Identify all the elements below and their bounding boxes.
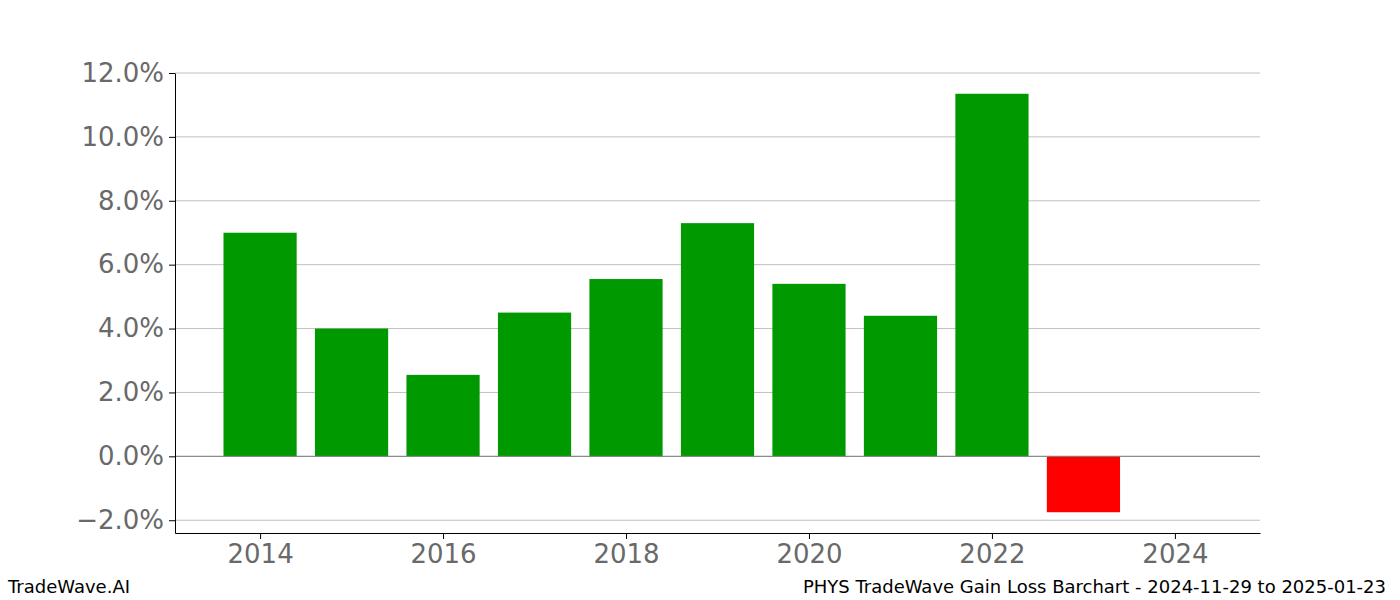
bar	[1047, 456, 1120, 512]
y-tick-label: 0.0%	[98, 441, 164, 471]
plot: −2.0%0.0%2.0%4.0%6.0%8.0%10.0%12.0%20142…	[76, 58, 1260, 570]
y-tick-label: 4.0%	[98, 313, 164, 343]
bar	[406, 375, 479, 456]
x-tick: 2018	[593, 533, 659, 569]
grid-line	[175, 136, 1260, 137]
bar	[864, 316, 937, 457]
y-tick-mark	[169, 329, 175, 330]
x-tick-mark	[443, 533, 444, 539]
y-tick: 10.0%	[81, 122, 175, 152]
x-tick-mark	[992, 533, 993, 539]
x-tick: 2014	[227, 533, 293, 569]
y-tick-label: 2.0%	[98, 377, 164, 407]
grid-line	[175, 200, 1260, 201]
x-tick-label: 2018	[593, 539, 659, 569]
y-tick-label: 6.0%	[98, 249, 164, 279]
y-tick-mark	[169, 73, 175, 74]
bar	[772, 284, 845, 457]
y-tick: −2.0%	[76, 505, 175, 535]
y-tick: 8.0%	[98, 186, 175, 216]
x-axis-line	[176, 533, 1261, 534]
grid	[175, 73, 1260, 520]
y-tick: 4.0%	[98, 313, 175, 343]
y-tick-mark	[169, 201, 175, 202]
bar	[589, 279, 662, 456]
x-axis: 2014 2016 2018 2020 2022 2024	[176, 533, 1261, 569]
bar	[681, 223, 754, 456]
y-tick: 12.0%	[81, 58, 175, 88]
y-tick-mark	[169, 392, 175, 393]
y-tick: 2.0%	[98, 377, 175, 407]
x-tick-label: 2020	[776, 539, 842, 569]
y-tick-mark	[169, 137, 175, 138]
x-tick-label: 2024	[1142, 539, 1208, 569]
x-tick-label: 2014	[227, 539, 293, 569]
x-tick-mark	[1175, 533, 1176, 539]
y-tick-mark	[169, 456, 175, 457]
annotation: TradeWave.AI	[7, 576, 130, 597]
x-tick: 2022	[959, 533, 1025, 569]
x-tick: 2020	[776, 533, 842, 569]
grid-line	[175, 73, 1260, 74]
x-tick-mark	[260, 533, 261, 539]
y-tick-label: 12.0%	[81, 58, 164, 88]
bar	[223, 233, 296, 457]
chart: −2.0%0.0%2.0%4.0%6.0%8.0%10.0%12.0%20142…	[0, 0, 1400, 600]
x-tick-mark	[626, 533, 627, 539]
x-tick: 2016	[410, 533, 476, 569]
y-tick: 6.0%	[98, 249, 175, 279]
y-axis: −2.0% 0.0% 2.0% 4.0% 6.0% 8.0% 10.0% 12.0%	[76, 58, 175, 535]
bar	[498, 313, 571, 457]
y-tick-label: 10.0%	[81, 122, 164, 152]
x-tick-label: 2022	[959, 539, 1025, 569]
y-tick: 0.0%	[98, 441, 175, 471]
title: PHYS TradeWave Gain Loss Barchart - 2024…	[803, 576, 1386, 597]
x-tick: 2024	[1142, 533, 1208, 569]
grid-line	[175, 456, 1260, 457]
x-tick-mark	[809, 533, 810, 539]
bars	[223, 94, 1120, 512]
bar	[955, 94, 1028, 457]
baseline	[175, 456, 1260, 457]
y-tick-mark	[169, 520, 175, 521]
grid-line	[175, 520, 1260, 521]
x-tick-label: 2016	[410, 539, 476, 569]
y-axis-line	[175, 74, 176, 534]
y-tick-label: 8.0%	[98, 186, 164, 216]
bar	[315, 329, 388, 457]
y-tick-mark	[169, 265, 175, 266]
y-tick-label: −2.0%	[76, 505, 164, 535]
